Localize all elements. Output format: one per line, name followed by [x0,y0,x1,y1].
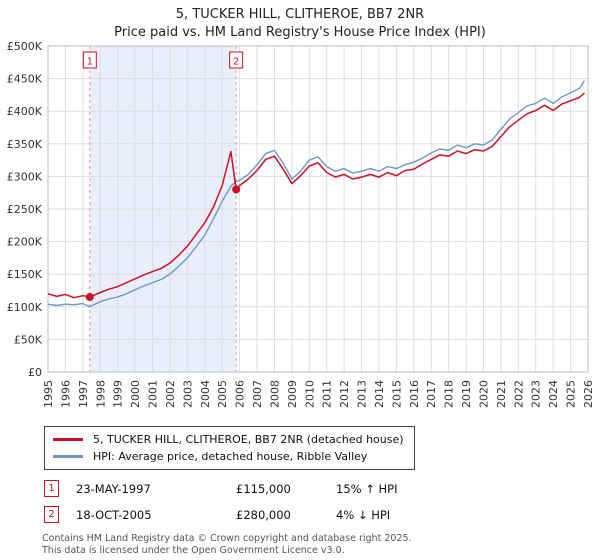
hpi-line-swatch [53,455,83,458]
svg-text:2009: 2009 [286,380,299,408]
svg-text:2011: 2011 [321,380,334,408]
plot-frame [47,45,589,373]
chart-header: 5, TUCKER HILL, CLITHEROE, BB7 2NR Price… [0,0,600,40]
legend-row-property: 5, TUCKER HILL, CLITHEROE, BB7 2NR (deta… [53,431,404,448]
transaction-row-1: 1 23-MAY-1997 £115,000 15% ↑ HPI [44,480,600,497]
svg-text:£450K: £450K [7,73,43,86]
svg-text:£500K: £500K [7,40,43,53]
svg-text:£300K: £300K [7,170,43,183]
legend-label-hpi: HPI: Average price, detached house, Ribb… [93,450,368,463]
svg-text:2005: 2005 [216,380,229,408]
svg-text:2022: 2022 [512,380,525,408]
transaction-price: £280,000 [236,507,291,522]
svg-text:1997: 1997 [77,380,90,408]
svg-text:2004: 2004 [199,380,212,408]
transaction-date: 18-OCT-2005 [76,507,152,522]
svg-text:1998: 1998 [94,380,107,408]
svg-text:£50K: £50K [14,333,43,346]
svg-text:1995: 1995 [42,380,55,408]
transactions-table: 1 23-MAY-1997 £115,000 15% ↑ HPI 2 18-OC… [44,480,600,523]
svg-text:2016: 2016 [408,380,421,408]
svg-text:2023: 2023 [530,380,543,408]
svg-text:2017: 2017 [425,380,438,408]
page-subtitle: Price paid vs. HM Land Registry's House … [114,25,486,40]
svg-text:2001: 2001 [147,380,160,408]
transaction-dashed-lines [89,46,237,372]
svg-text:2024: 2024 [547,380,560,408]
property-price-line [47,92,585,299]
svg-text:2010: 2010 [303,380,316,408]
footer-licence: This data is licensed under the Open Gov… [42,545,345,557]
page-title: 5, TUCKER HILL, CLITHEROE, BB7 2NR [175,7,425,22]
svg-text:2007: 2007 [251,380,264,408]
svg-text:1: 1 [87,57,93,68]
svg-text:2018: 2018 [443,380,456,408]
legend-label-property: 5, TUCKER HILL, CLITHEROE, BB7 2NR (deta… [93,433,404,446]
svg-text:2012: 2012 [338,380,351,408]
x-axis-labels: 1995 1996 1997 1998 1999 2000 2001 2002 2003 2004… [42,380,595,408]
property-line-swatch [53,438,83,441]
svg-text:2006: 2006 [234,380,247,408]
hpi-line [47,80,586,308]
svg-text:2019: 2019 [460,380,473,408]
svg-text:2002: 2002 [164,380,177,408]
svg-text:1999: 1999 [112,380,125,408]
svg-text:£200K: £200K [7,236,43,249]
footer-copyright: Contains HM Land Registry data © Crown c… [42,533,412,544]
transaction-row-2: 2 18-OCT-2005 £280,000 4% ↓ HPI [44,506,600,523]
svg-text:2025: 2025 [565,380,578,408]
svg-text:2021: 2021 [495,380,508,408]
svg-text:2013: 2013 [356,380,369,408]
transaction-marker-1: 1 [44,480,59,497]
y-axis-labels: £0 £50K £100K £150K £200K £250K £300K £350K £400… [7,40,43,379]
svg-text:2000: 2000 [129,380,142,408]
svg-text:2026: 2026 [582,380,595,408]
legend: 5, TUCKER HILL, CLITHEROE, BB7 2NR (deta… [44,426,415,470]
svg-text:2014: 2014 [373,380,386,408]
svg-text:2015: 2015 [390,380,403,408]
svg-text:£350K: £350K [7,138,43,151]
transaction-hpi-delta: 4% ↓ HPI [336,507,391,522]
svg-text:£150K: £150K [7,268,43,281]
transaction-price: £115,000 [236,481,291,496]
transaction-marker-2: 2 [44,506,59,523]
footer: Contains HM Land Registry data © Crown c… [42,533,600,558]
svg-text:2020: 2020 [477,380,490,408]
svg-text:£0: £0 [28,366,42,379]
svg-text:2008: 2008 [268,380,281,408]
svg-text:£250K: £250K [7,203,43,216]
svg-text:2003: 2003 [181,380,194,408]
svg-text:1996: 1996 [59,380,72,408]
svg-text:2: 2 [233,57,239,68]
transaction-date: 23-MAY-1997 [76,481,151,496]
legend-row-hpi: HPI: Average price, detached house, Ribb… [53,448,404,465]
svg-text:£400K: £400K [7,105,43,118]
gridlines [47,45,589,373]
svg-text:£100K: £100K [7,301,43,314]
transaction-hpi-delta: 15% ↑ HPI [336,481,398,496]
